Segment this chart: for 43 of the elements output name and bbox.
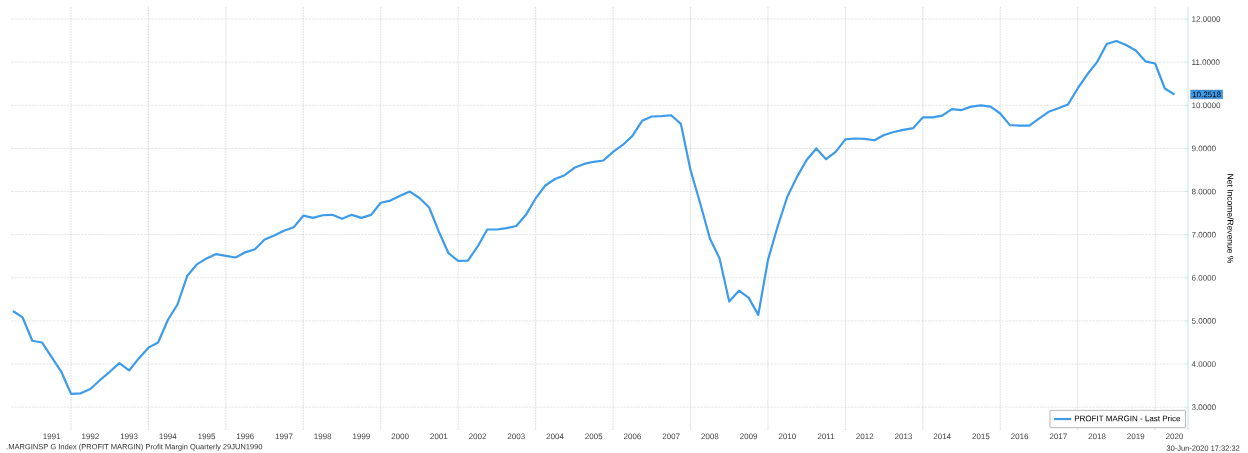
y-tick-label: 12.0000 [1192, 16, 1221, 22]
x-tick-label: 2008 [701, 433, 719, 440]
x-tick-label: 1999 [353, 433, 370, 440]
x-tick-label: 1995 [198, 433, 216, 440]
x-tick-label: 2010 [778, 433, 796, 440]
x-tick-label: 2014 [933, 433, 951, 440]
annotation: 10.2518 [1192, 91, 1221, 98]
x-tick-label: 1991 [43, 433, 61, 440]
x-tick-label: 1996 [236, 433, 254, 440]
x-tick-label: 2006 [623, 433, 641, 440]
x-tick-label: 2013 [894, 433, 912, 440]
x-tick-label: 2012 [856, 433, 874, 440]
x-tick-label: 2004 [546, 433, 564, 440]
x-tick-label: 2015 [972, 433, 990, 440]
x-tick-label: 2011 [817, 433, 835, 440]
y-tick-label: 3.0000 [1191, 404, 1216, 410]
x-tick-label: 2000 [391, 433, 409, 440]
x-tick-label: 2020 [1166, 433, 1184, 440]
y-tick-label: 8.0000 [1191, 188, 1216, 195]
x-tick-label: 2019 [1127, 433, 1145, 440]
x-tick-label: 2009 [740, 433, 758, 440]
x-tick-label: 1993 [120, 433, 138, 440]
y-axis-title: Net Income/Revenue % [1227, 174, 1234, 264]
y-tick-label: 11.0000 [1192, 59, 1220, 66]
y-tick-label: 6.0000 [1191, 274, 1216, 281]
y-tick-label: 10.0000 [1192, 102, 1221, 109]
x-tick-label: 2001 [430, 433, 448, 440]
y-tick-label: 9.0000 [1191, 145, 1216, 152]
x-tick-label: 2002 [469, 433, 487, 440]
y-tick-label: 4.0000 [1191, 361, 1216, 367]
x-tick-label: 1994 [159, 433, 177, 440]
x-tick-label: 1997 [275, 433, 293, 440]
x-tick-label: 2018 [1088, 433, 1106, 440]
legend-label: PROFIT MARGIN - Last Price [1074, 415, 1181, 422]
x-tick-label: 1992 [82, 433, 99, 440]
y-tick-label: 7.0000 [1191, 231, 1216, 238]
x-tick-label: 2003 [507, 433, 525, 440]
x-tick-label: 2017 [1049, 433, 1067, 440]
x-tick-label: 1998 [314, 433, 332, 440]
y-tick-label: 5.0000 [1191, 318, 1216, 324]
x-tick-label: 2007 [662, 433, 680, 440]
x-tick-label: 2016 [1011, 433, 1029, 440]
x-tick-label: 2005 [585, 433, 603, 440]
